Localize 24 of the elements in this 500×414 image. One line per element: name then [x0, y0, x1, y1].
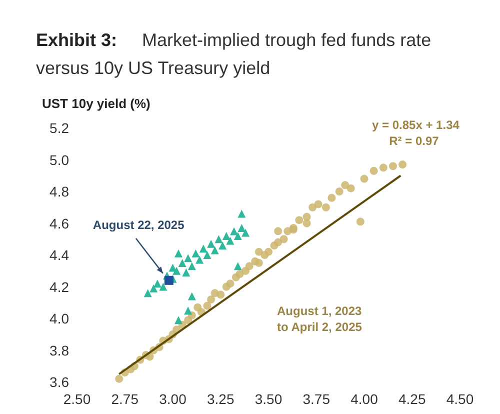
annotation: August 1, 2023 to April 2, 2025 [277, 303, 363, 335]
y-tick-label: 3.8 [50, 342, 70, 358]
x-tick-label: 4.25 [398, 391, 426, 407]
y-tick-label: 4.4 [50, 247, 70, 263]
x-tick-label: 3.50 [254, 391, 282, 407]
annotation: August 22, 2025 [92, 218, 184, 232]
x-tick-label: 4.50 [446, 391, 474, 407]
y-tick-label: 4.2 [50, 278, 70, 295]
x-tick-label: 2.75 [111, 391, 139, 407]
y-tick-label: 5.0 [50, 152, 70, 168]
y-tick-label: 3.6 [50, 374, 70, 390]
x-tick-label: 4.00 [350, 391, 378, 407]
annotation: R² = 0.97 [388, 134, 440, 148]
y-tick-label: 5.2 [50, 120, 70, 136]
y-tick-label: 4.8 [50, 184, 70, 200]
x-tick-label: 3.75 [302, 391, 330, 407]
x-tick-label: 3.25 [207, 391, 234, 407]
x-tick-label: 3.00 [159, 391, 187, 407]
y-axis-title: UST 10y yield (%) [42, 96, 150, 111]
annotation: y = 0.85x + 1.34 [372, 118, 460, 132]
x-tick-label: 2.50 [63, 391, 91, 407]
chart-title: Exhibit 3: [36, 30, 118, 50]
y-tick-label: 4.6 [50, 215, 70, 232]
y-tick-label: 4.0 [50, 310, 70, 326]
